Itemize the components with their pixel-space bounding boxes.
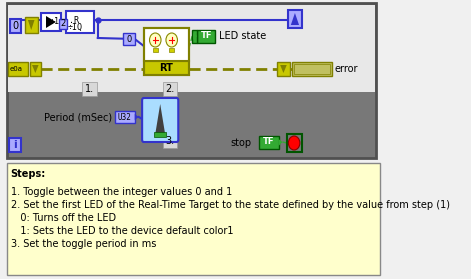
Polygon shape [135, 114, 139, 120]
Text: stop: stop [230, 138, 251, 148]
Bar [30, 62, 41, 76]
Text: Period (mSec): Period (mSec) [44, 112, 113, 122]
Text: TF: TF [201, 32, 212, 40]
Circle shape [149, 33, 161, 47]
Bar [8, 5, 374, 92]
Bar [169, 48, 174, 52]
Bar [24, 17, 38, 33]
Bar [154, 132, 166, 137]
Text: RT: RT [159, 63, 173, 73]
Text: 2. Set the first LED of the Real-Time Target to the state defined by the value f: 2. Set the first LED of the Real-Time Ta… [11, 200, 450, 210]
Bar [162, 82, 178, 96]
Bar [144, 61, 189, 75]
Polygon shape [28, 20, 34, 30]
Bar [41, 13, 61, 31]
Text: error: error [334, 64, 358, 74]
Text: +1: +1 [49, 18, 59, 27]
Bar [144, 28, 189, 61]
Bar [287, 10, 302, 28]
Polygon shape [280, 65, 287, 73]
Text: 2: 2 [61, 20, 66, 28]
Bar [292, 62, 332, 76]
Bar [153, 48, 158, 52]
Polygon shape [155, 104, 165, 134]
Text: 1. Toggle between the integer values 0 and 1: 1. Toggle between the integer values 0 a… [11, 187, 232, 197]
Bar [115, 111, 135, 123]
Text: .R: .R [69, 16, 79, 25]
FancyBboxPatch shape [142, 98, 179, 142]
Text: 0: 0 [13, 21, 19, 31]
Bar [162, 134, 178, 148]
Text: 3.: 3. [165, 136, 175, 146]
Polygon shape [193, 33, 197, 40]
Polygon shape [291, 13, 299, 25]
Bar [277, 62, 290, 76]
Text: ÷IQ: ÷IQ [67, 23, 82, 32]
Bar [197, 30, 215, 43]
Bar [9, 138, 21, 152]
Text: LED state: LED state [219, 31, 266, 41]
Circle shape [288, 136, 300, 150]
Bar [66, 11, 94, 33]
Bar [144, 28, 189, 75]
Polygon shape [278, 139, 283, 146]
Bar [7, 163, 381, 275]
Text: e0a: e0a [10, 66, 23, 72]
Text: 0: Turns off the LED: 0: Turns off the LED [11, 213, 116, 223]
Bar [59, 19, 67, 29]
Text: 0: 0 [126, 35, 131, 44]
Polygon shape [46, 16, 56, 28]
Text: 1.: 1. [85, 84, 94, 94]
Polygon shape [32, 65, 39, 73]
Text: 2.: 2. [165, 84, 175, 94]
Text: Steps:: Steps: [11, 169, 46, 179]
Text: TF: TF [263, 138, 275, 146]
Text: 1: Sets the LED to the device default color1: 1: Sets the LED to the device default co… [11, 226, 233, 236]
Circle shape [166, 33, 178, 47]
Text: U32: U32 [118, 112, 132, 121]
Bar [8, 62, 28, 76]
Bar [82, 82, 97, 96]
Bar [294, 64, 330, 74]
Bar [192, 30, 197, 43]
Bar [7, 3, 376, 158]
Bar [123, 33, 135, 45]
Bar [10, 19, 21, 33]
Text: i: i [13, 140, 16, 150]
Bar [259, 136, 278, 149]
Text: 3. Set the toggle period in ms: 3. Set the toggle period in ms [11, 239, 156, 249]
Bar [287, 134, 301, 152]
